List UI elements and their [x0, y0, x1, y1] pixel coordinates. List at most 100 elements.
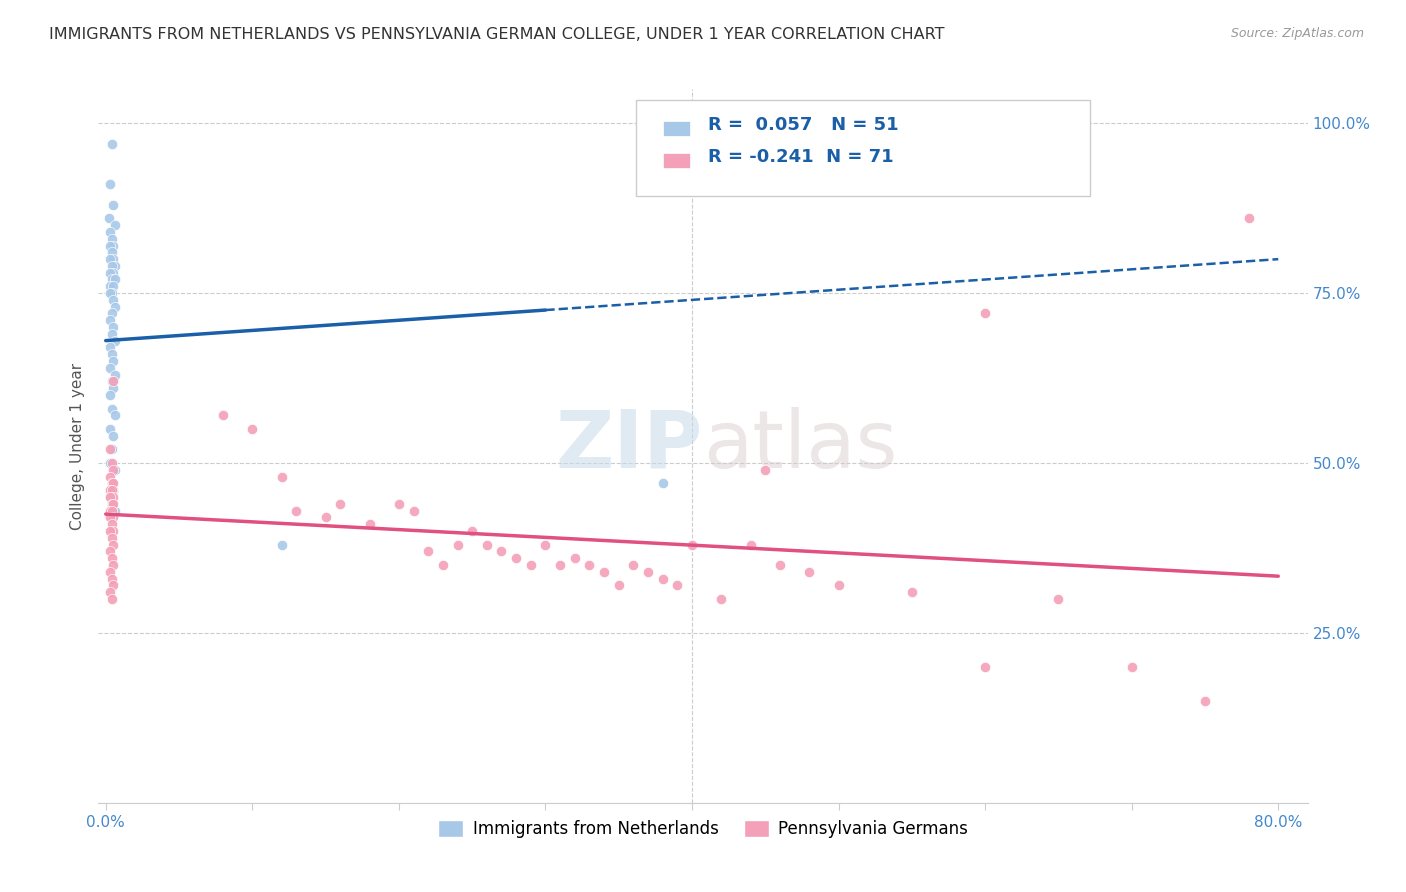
Point [100, 232, 122, 246]
Point [100, 272, 122, 286]
Point [710, 591, 733, 606]
Point [100, 483, 122, 498]
Point [98, 585, 121, 599]
FancyBboxPatch shape [664, 120, 690, 136]
Legend: Immigrants from Netherlands, Pennsylvania Germans: Immigrants from Netherlands, Pennsylvani… [432, 813, 974, 845]
Point [98, 483, 121, 498]
Point [100, 259, 122, 273]
Point [101, 354, 124, 368]
Point [329, 497, 352, 511]
Point [101, 510, 124, 524]
Point [505, 551, 527, 566]
Point [100, 326, 122, 341]
Text: Source: ZipAtlas.com: Source: ZipAtlas.com [1230, 27, 1364, 40]
Point [98, 510, 121, 524]
Point [103, 409, 125, 423]
Point [901, 585, 924, 599]
Point [101, 320, 124, 334]
Point [100, 347, 122, 361]
Point [491, 544, 513, 558]
Point [98, 225, 121, 239]
Point [103, 300, 125, 314]
Point [974, 660, 997, 674]
Point [98, 469, 121, 483]
Point [101, 537, 124, 551]
Point [98, 490, 121, 504]
Point [681, 537, 703, 551]
Point [100, 442, 122, 457]
Point [475, 537, 498, 551]
Point [101, 238, 124, 252]
Point [974, 306, 997, 320]
Point [240, 422, 263, 436]
Point [1194, 694, 1216, 708]
Point [754, 463, 776, 477]
Point [100, 503, 122, 517]
Point [101, 375, 124, 389]
Point [98, 544, 121, 558]
Point [103, 272, 125, 286]
Point [432, 558, 454, 572]
Point [100, 551, 122, 566]
Point [100, 286, 122, 301]
FancyBboxPatch shape [637, 100, 1090, 196]
Point [564, 551, 586, 566]
Point [827, 578, 849, 592]
Point [98, 456, 121, 470]
Point [103, 259, 125, 273]
Point [799, 565, 821, 579]
Point [100, 517, 122, 532]
Point [100, 572, 122, 586]
Point [98, 360, 121, 375]
Point [98, 341, 121, 355]
FancyBboxPatch shape [664, 153, 690, 169]
Point [100, 497, 122, 511]
Point [101, 293, 124, 307]
Point [100, 591, 122, 606]
Point [101, 381, 124, 395]
Point [101, 558, 124, 572]
Point [103, 218, 125, 232]
Point [578, 558, 600, 572]
Point [98, 503, 121, 517]
Point [98, 422, 121, 436]
Point [593, 565, 616, 579]
Point [285, 503, 308, 517]
Point [98, 524, 121, 538]
Point [1237, 211, 1260, 226]
Point [101, 483, 124, 498]
Point [101, 279, 124, 293]
Point [446, 537, 468, 551]
Text: R =  0.057   N = 51: R = 0.057 N = 51 [707, 116, 898, 134]
Point [100, 401, 122, 416]
Point [769, 558, 792, 572]
Point [98, 252, 121, 266]
Point [461, 524, 484, 538]
Point [101, 490, 124, 504]
Point [534, 537, 557, 551]
Point [101, 266, 124, 280]
Point [101, 476, 124, 491]
Point [100, 375, 122, 389]
Text: IMMIGRANTS FROM NETHERLANDS VS PENNSYLVANIA GERMAN COLLEGE, UNDER 1 YEAR CORRELA: IMMIGRANTS FROM NETHERLANDS VS PENNSYLVA… [49, 27, 945, 42]
Point [270, 469, 292, 483]
Point [100, 476, 122, 491]
Point [98, 266, 121, 280]
Point [651, 572, 673, 586]
Point [103, 368, 125, 382]
Point [98, 279, 121, 293]
Point [100, 497, 122, 511]
Point [98, 490, 121, 504]
Point [98, 442, 121, 457]
Point [621, 558, 644, 572]
Point [101, 524, 124, 538]
Point [100, 456, 122, 470]
Point [98, 286, 121, 301]
Point [103, 463, 125, 477]
Point [1047, 591, 1070, 606]
Point [740, 537, 762, 551]
Point [101, 578, 124, 592]
Point [101, 198, 124, 212]
Text: R = -0.241  N = 71: R = -0.241 N = 71 [707, 148, 893, 166]
Point [101, 463, 124, 477]
